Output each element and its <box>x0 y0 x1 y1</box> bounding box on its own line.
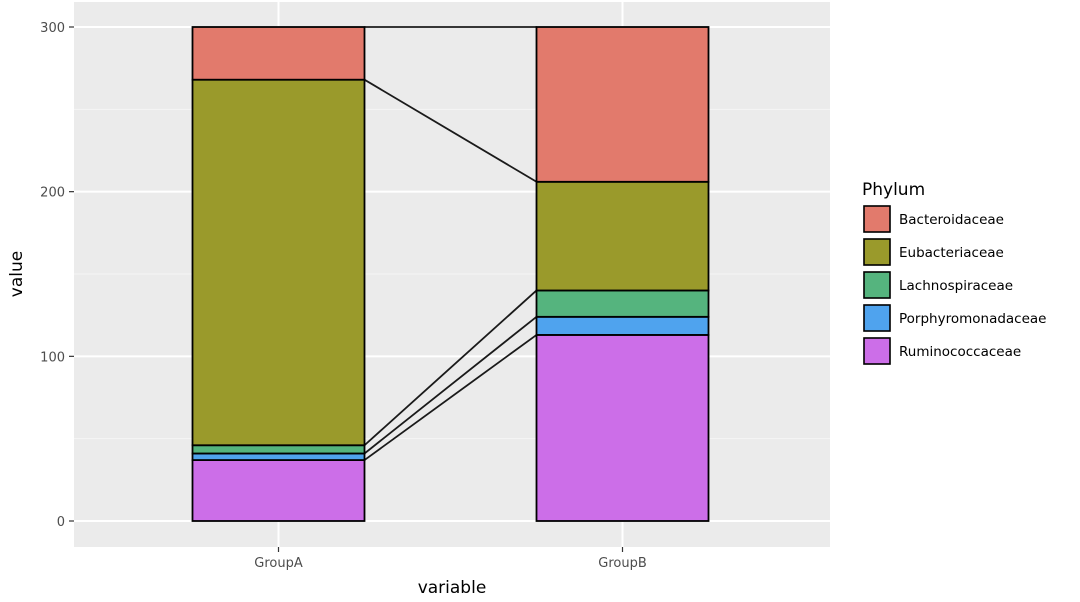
legend-label: Eubacteriaceae <box>899 245 1004 261</box>
bar-segment-ruminococcaceae-groupb <box>535 334 710 522</box>
x-axis-ticks: GroupA GroupB <box>254 547 647 571</box>
connector-line <box>364 78 537 183</box>
bar-segment-ruminococcaceae-groupa <box>191 459 366 522</box>
legend-swatch <box>863 337 891 365</box>
legend-swatch <box>863 304 891 332</box>
y-tick-label: 0 <box>57 515 65 530</box>
x-tick-label: GroupA <box>254 556 303 571</box>
connector-line <box>363 289 538 446</box>
bar-segment-lachnospiraceae-groupb <box>535 289 710 318</box>
y-axis-ticks: 0 100 200 300 <box>40 21 74 530</box>
legend-swatch <box>863 271 891 299</box>
connector-line <box>363 316 538 455</box>
x-axis-title: variable <box>418 578 487 598</box>
y-tick-label: 300 <box>40 21 65 36</box>
bar-segment-bacteroidaceae-groupa <box>191 26 366 81</box>
bar-connector-lines <box>363 26 538 461</box>
legend-label: Ruminococcaceae <box>899 344 1021 360</box>
connector-line <box>363 334 538 461</box>
bar-segment-eubacteriaceae-groupb <box>535 180 710 292</box>
legend: Phylum Bacteroidaceae Eubacteriaceae Lachn… <box>862 180 1047 365</box>
y-axis-title: value <box>7 251 27 297</box>
bar-segment-eubacteriaceae-groupa <box>191 78 366 447</box>
legend-label: Lachnospiraceae <box>899 278 1013 294</box>
legend-swatch <box>863 205 891 233</box>
y-tick-label: 100 <box>40 350 65 365</box>
legend-label: Bacteroidaceae <box>899 212 1004 228</box>
bar-segment-porphyromonadaceae-groupb <box>535 315 710 336</box>
y-tick-label: 200 <box>40 186 65 201</box>
bar-segments <box>191 26 710 522</box>
bar-segment-lachnospiraceae-groupa <box>191 444 366 455</box>
x-tick-label: GroupB <box>598 556 647 571</box>
legend-label: Porphyromonadaceae <box>899 311 1047 327</box>
bar-segment-bacteroidaceae-groupb <box>535 26 710 183</box>
legend-swatch <box>863 238 891 266</box>
legend-title: Phylum <box>862 180 925 200</box>
bar-segment-porphyromonadaceae-groupa <box>191 452 366 461</box>
